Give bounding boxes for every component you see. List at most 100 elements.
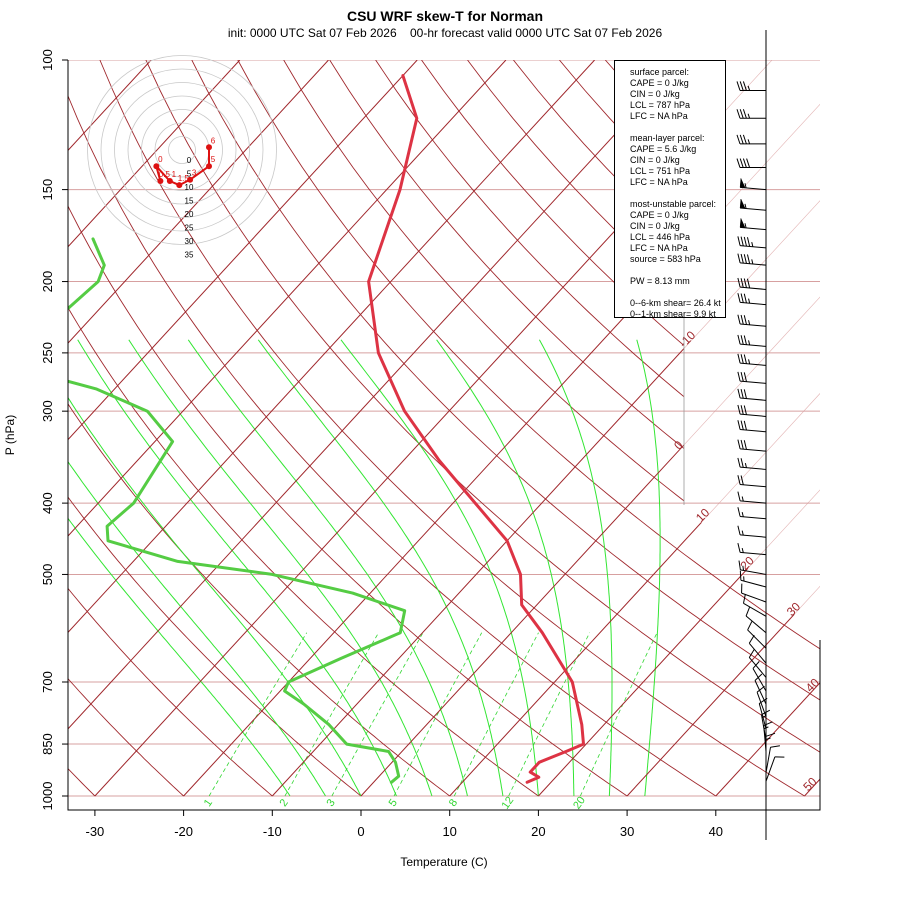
wind-barb bbox=[736, 109, 766, 119]
hodograph-ring bbox=[141, 109, 223, 191]
wind-barb bbox=[742, 593, 767, 617]
mixing-ratio-line bbox=[579, 632, 658, 797]
isotherm-label: 50 bbox=[800, 774, 820, 794]
hodograph-point-label: 0.5 bbox=[159, 170, 171, 179]
hodograph-point-label: 1.5 bbox=[178, 174, 190, 183]
wind-barb bbox=[737, 388, 767, 401]
surface-cin: CIN = 0 J/kg bbox=[630, 89, 680, 99]
hodograph-ring bbox=[127, 95, 237, 205]
surface-lfc: LFC = NA hPa bbox=[630, 111, 688, 121]
x-tick-label: 0 bbox=[357, 824, 364, 839]
shear-group: 0--6-km shear= 26.4 kt 0--1-km shear= 9.… bbox=[630, 298, 721, 320]
dry-adiabat bbox=[68, 60, 628, 797]
y-tick-label: 200 bbox=[40, 271, 55, 293]
hodograph-point bbox=[176, 182, 183, 189]
hodograph-ring-label: 30 bbox=[185, 237, 194, 246]
wind-barb bbox=[737, 475, 767, 488]
isotherm-line bbox=[68, 60, 684, 797]
hodograph-ring bbox=[87, 55, 277, 245]
most-unstable-parcel-group: most-unstable parcel: CAPE = 0 J/kg CIN … bbox=[630, 199, 721, 265]
x-tick-label: -10 bbox=[263, 824, 282, 839]
surface-cape: CAPE = 0 J/kg bbox=[630, 78, 689, 88]
x-axis-label: Temperature (C) bbox=[400, 855, 487, 869]
wind-barb bbox=[737, 404, 767, 417]
wind-barb bbox=[737, 525, 767, 538]
skew-grid-line bbox=[893, 60, 900, 796]
chart-title: CSU WRF skew-T for Norman bbox=[347, 8, 543, 24]
wind-barb bbox=[737, 543, 767, 556]
wind-barb bbox=[737, 253, 767, 266]
wind-barb bbox=[737, 491, 767, 504]
precipitable-water: PW = 8.13 mm bbox=[630, 276, 690, 286]
isotherm-line bbox=[68, 60, 152, 797]
mixing-ratio-line bbox=[284, 632, 379, 797]
shear-0-6km: 0--6-km shear= 26.4 kt bbox=[630, 298, 721, 308]
y-tick-label: 300 bbox=[40, 400, 55, 422]
wind-barb bbox=[738, 560, 767, 575]
moist-adiabat bbox=[187, 339, 468, 797]
mixing-ratio-label: 12 bbox=[499, 795, 516, 812]
hodograph-ring bbox=[100, 68, 264, 232]
y-tick-label: 250 bbox=[40, 342, 55, 364]
moist-adiabat bbox=[77, 339, 397, 797]
isotherm-line bbox=[271, 60, 820, 797]
mixing-ratio-line bbox=[508, 632, 591, 797]
moist-adiabat bbox=[436, 339, 575, 796]
isotherm-line bbox=[68, 60, 329, 797]
wind-barb bbox=[737, 293, 767, 306]
hodograph-ring-label: 20 bbox=[185, 210, 194, 219]
hodograph-point-label: 3 bbox=[192, 169, 197, 178]
wind-barb bbox=[737, 236, 767, 249]
wind-barb bbox=[737, 371, 767, 384]
x-tick-label: -30 bbox=[86, 824, 105, 839]
surface-parcel-group: surface parcel: CAPE = 0 J/kg CIN = 0 J/… bbox=[630, 67, 721, 122]
moist-adiabat bbox=[68, 339, 362, 797]
skew-grid-line bbox=[68, 60, 507, 537]
hodograph-point-label: 5 bbox=[211, 155, 216, 164]
dry-adiabat bbox=[329, 60, 820, 797]
mixing-ratio-line bbox=[331, 632, 424, 797]
wind-barb bbox=[739, 217, 767, 231]
moist-adiabat bbox=[68, 339, 291, 797]
hodograph-ring bbox=[154, 122, 210, 178]
hodograph-ring-label: 10 bbox=[185, 183, 194, 192]
surface-lcl: LCL = 787 hPa bbox=[630, 100, 690, 110]
dry-adiabat bbox=[145, 60, 820, 797]
y-tick-label: 150 bbox=[40, 179, 55, 201]
most-unstable-lcl: LCL = 446 hPa bbox=[630, 232, 690, 242]
temperature-profile-line bbox=[367, 74, 585, 784]
surface-parcel-title: surface parcel: bbox=[630, 67, 690, 77]
wind-barb bbox=[736, 158, 766, 169]
skewt-diagram bbox=[68, 60, 820, 797]
wind-barb bbox=[736, 134, 766, 145]
x-tick-label: 30 bbox=[620, 824, 634, 839]
dry-adiabat bbox=[68, 60, 273, 797]
dry-adiabat bbox=[283, 60, 820, 797]
moist-adiabat bbox=[538, 339, 613, 796]
mean-layer-lfc: LFC = NA hPa bbox=[630, 177, 688, 187]
isotherm-line bbox=[626, 60, 820, 797]
hodograph-ring-label: 25 bbox=[185, 224, 194, 233]
mixing-ratio-label: 20 bbox=[571, 795, 588, 812]
wind-barbs bbox=[736, 81, 785, 782]
precipitable-water-group: PW = 8.13 mm bbox=[630, 276, 721, 287]
mean-layer-cape: CAPE = 5.6 J/kg bbox=[630, 144, 697, 154]
hodograph-point bbox=[206, 144, 212, 151]
x-tick-label: 10 bbox=[442, 824, 456, 839]
isotherm-label: 10 bbox=[693, 505, 713, 525]
mixing-ratio-line bbox=[453, 632, 539, 797]
isotherm-line bbox=[538, 60, 820, 797]
moist-adiabat bbox=[128, 339, 433, 797]
parcel-info-box: surface parcel: CAPE = 0 J/kg CIN = 0 J/… bbox=[614, 60, 726, 320]
dry-adiabat bbox=[68, 60, 450, 797]
y-tick-label: 850 bbox=[40, 733, 55, 755]
moist-adiabat bbox=[636, 339, 661, 797]
hodograph-ring bbox=[114, 82, 250, 218]
dry-adiabat bbox=[68, 60, 184, 797]
hodograph-point bbox=[153, 163, 160, 170]
y-tick-label: 400 bbox=[40, 492, 55, 514]
shear-0-1km: 0--1-km shear= 9.9 kt bbox=[630, 309, 716, 319]
most-unstable-source: source = 583 hPa bbox=[630, 254, 701, 264]
most-unstable-parcel-title: most-unstable parcel: bbox=[630, 199, 717, 209]
